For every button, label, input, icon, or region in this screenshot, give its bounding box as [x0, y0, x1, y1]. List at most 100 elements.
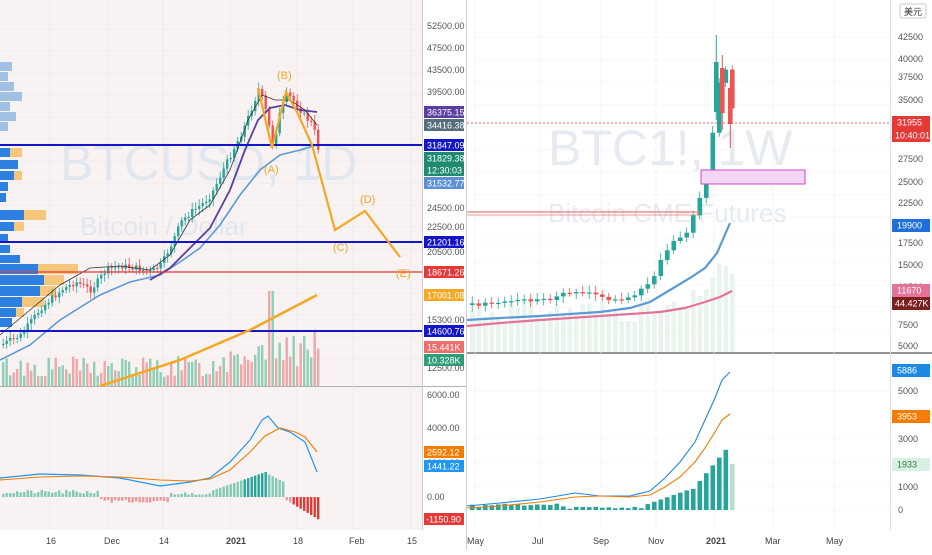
- volume-bar: [710, 277, 716, 352]
- volume-bar: [51, 369, 54, 386]
- candle: [658, 259, 664, 277]
- macd-bar: [30, 490, 33, 497]
- volume-bar: [632, 321, 638, 352]
- macd-bar: [131, 497, 134, 503]
- currency-selector[interactable]: [899, 3, 927, 19]
- macd-bar: [40, 490, 43, 497]
- macd-bar: [79, 492, 82, 497]
- histogram-bar: [600, 507, 605, 510]
- candle: [86, 284, 89, 287]
- axis-label: 27500: [898, 154, 923, 164]
- left-volume-bars: [2, 291, 320, 386]
- right-time-axis[interactable]: May Jul Sep Nov 2021 Mar May: [467, 536, 844, 546]
- candle: [215, 183, 218, 191]
- macd-bar: [5, 492, 8, 497]
- histogram-bar: [528, 505, 534, 510]
- volume-bar: [548, 311, 553, 352]
- macd-bar: [9, 492, 12, 497]
- macd-bar: [107, 497, 110, 501]
- volume-bar: [128, 361, 131, 386]
- price-tag: 18671.26: [427, 268, 465, 278]
- candle: [128, 264, 131, 269]
- candle: [515, 299, 521, 302]
- volume-bar: [9, 375, 12, 386]
- candle: [317, 129, 320, 150]
- candle: [548, 298, 553, 301]
- histogram-bar: [593, 506, 599, 510]
- time-label: 14: [159, 536, 169, 546]
- candle: [285, 92, 288, 103]
- macd-bar: [110, 497, 113, 503]
- macd-bar: [170, 492, 173, 497]
- lower-tag: 1933: [897, 460, 917, 470]
- volume-bar: [177, 356, 180, 386]
- candle: [476, 303, 482, 306]
- price-tag: 31955: [897, 118, 922, 128]
- volume-bar: [170, 363, 173, 386]
- volume-bar: [159, 371, 162, 386]
- candle: [2, 343, 5, 345]
- histogram-bar: [619, 507, 625, 510]
- candle: [40, 310, 43, 314]
- macd-bar: [296, 497, 299, 507]
- left-macd-pane[interactable]: [0, 387, 422, 530]
- histogram-bar: [613, 508, 618, 510]
- axis-label: 0: [898, 505, 903, 515]
- candle: [264, 95, 267, 109]
- macd-tag: -1150.90: [426, 515, 461, 525]
- histogram-bar: [678, 492, 683, 510]
- macd-bar: [292, 497, 295, 505]
- axis-label: 25000: [898, 177, 923, 187]
- macd-bar: [44, 491, 47, 497]
- left-watermark-name: Bitcoin / Dollar: [80, 211, 248, 241]
- candle: [254, 100, 257, 112]
- ma-blue-weekly: [466, 222, 732, 322]
- supply-zone-box[interactable]: [700, 169, 806, 185]
- macd-bar: [51, 492, 54, 497]
- candle: [233, 149, 236, 158]
- candle: [152, 268, 155, 271]
- left-time-axis[interactable]: 16 Dec 14 2021 18 Feb 15: [46, 536, 417, 546]
- volume-bar: [229, 351, 232, 386]
- volume-bar: [131, 373, 134, 386]
- time-label: May: [467, 536, 485, 546]
- candle: [275, 133, 278, 145]
- volume-bar: [317, 348, 320, 386]
- right-volume-bars: [470, 264, 735, 352]
- candle: [100, 274, 103, 279]
- right-axis-labels: 42500 40000 37500 35000 27500 25000 2250…: [898, 32, 923, 515]
- volume-bar: [296, 366, 299, 386]
- histogram-bar: [658, 499, 664, 510]
- candle: [303, 112, 306, 114]
- candle: [208, 199, 211, 202]
- candle: [184, 217, 187, 221]
- candle: [145, 269, 148, 271]
- volume-bar: [173, 375, 176, 386]
- candle: [306, 112, 309, 121]
- volume-bar: [26, 362, 29, 386]
- volume-bar: [665, 305, 670, 352]
- volume-bar: [208, 374, 211, 386]
- volume-bar: [117, 371, 120, 386]
- volume-bar: [730, 273, 735, 352]
- candle: [114, 267, 117, 269]
- left-price-axis[interactable]: [422, 0, 466, 530]
- volume-bar: [68, 373, 71, 386]
- volume-bar: [124, 359, 127, 386]
- volume-bar: [135, 367, 138, 386]
- macd-bar: [194, 494, 197, 497]
- volume-bar: [292, 336, 295, 386]
- volume-bar: [606, 311, 612, 352]
- candle: [156, 268, 159, 270]
- volume-bar: [278, 342, 281, 386]
- volume-bar: [723, 265, 729, 352]
- left-price-pane[interactable]: [0, 0, 422, 386]
- macd-bar: [65, 490, 68, 497]
- histogram-bar: [541, 504, 547, 510]
- volume-bar: [33, 364, 36, 386]
- candle: [684, 232, 690, 238]
- histogram-bar: [632, 506, 638, 510]
- candle: [72, 284, 75, 287]
- macd-bar: [128, 497, 131, 503]
